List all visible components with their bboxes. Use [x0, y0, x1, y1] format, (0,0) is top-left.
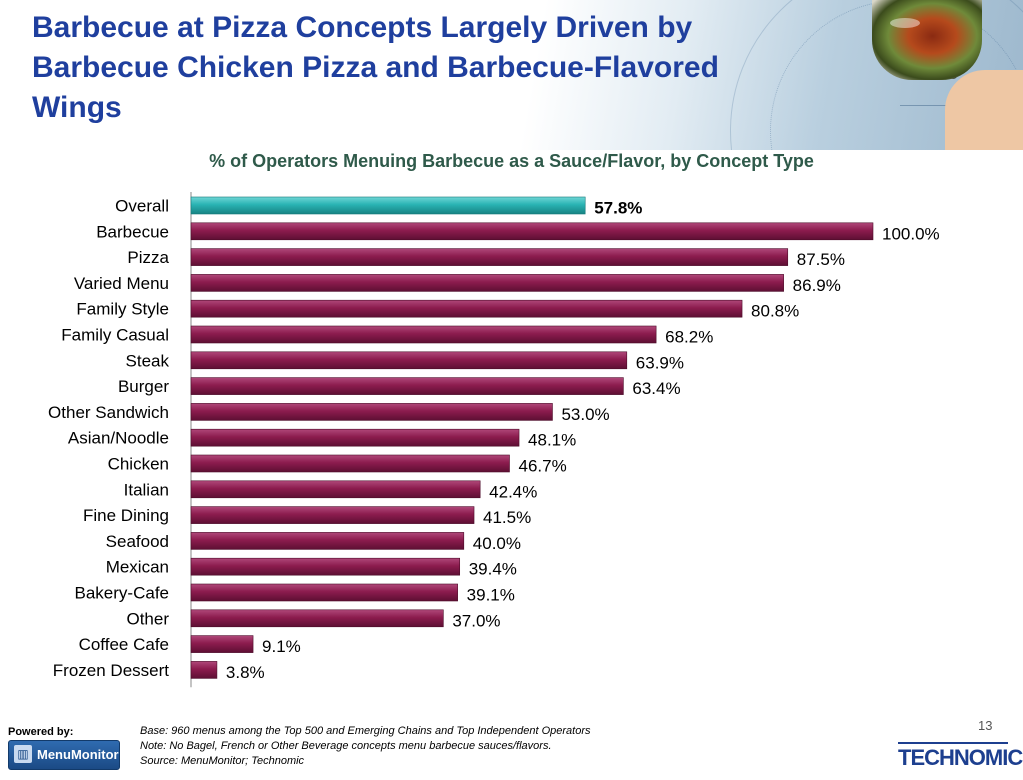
category-label-family-style: Family Style — [76, 300, 169, 319]
category-label-barbecue: Barbecue — [96, 222, 169, 241]
technomic-logo-rule — [898, 742, 1008, 744]
bar-coffee-cafe — [190, 635, 254, 653]
category-label-family-casual: Family Casual — [61, 326, 169, 345]
value-label-pizza: 87.5% — [797, 250, 845, 269]
bar-pizza — [190, 248, 789, 266]
bar-family-casual — [190, 325, 657, 344]
category-label-varied-menu: Varied Menu — [74, 274, 169, 293]
value-label-varied-menu: 86.9% — [793, 276, 841, 295]
menumonitor-icon: ▥ — [14, 745, 32, 763]
bar-italian — [190, 480, 481, 499]
source-note: Source: MenuMonitor; Technomic — [140, 755, 305, 767]
bar-mexican — [190, 557, 461, 576]
category-label-burger: Burger — [118, 377, 169, 396]
value-label-fine-dining: 41.5% — [483, 508, 531, 527]
value-label-frozen-dessert: 3.8% — [226, 663, 265, 682]
category-label-other-sandwich: Other Sandwich — [48, 403, 169, 422]
menumonitor-logo: ▥ MenuMonitor — [8, 740, 120, 770]
bar-barbecue — [190, 222, 874, 241]
value-label-chicken: 46.7% — [518, 457, 566, 476]
value-label-other-sandwich: 53.0% — [561, 405, 609, 424]
category-label-mexican: Mexican — [106, 558, 169, 577]
bar-other — [190, 609, 444, 628]
powered-by-label: Powered by: — [8, 726, 74, 738]
hand-image — [945, 70, 1023, 150]
category-label-other: Other — [126, 609, 169, 628]
technomic-logo: TECHNOMIC — [898, 745, 1023, 770]
category-label-steak: Steak — [126, 351, 170, 370]
value-label-barbecue: 100.0% — [882, 224, 940, 243]
bar-other-sandwich — [190, 403, 553, 421]
value-label-family-casual: 68.2% — [665, 328, 713, 347]
value-label-seafood: 40.0% — [473, 534, 521, 553]
value-label-steak: 63.9% — [636, 353, 684, 372]
category-label-coffee-cafe: Coffee Cafe — [79, 635, 169, 654]
bar-fine-dining — [190, 506, 475, 524]
category-label-italian: Italian — [124, 480, 169, 499]
footnotes: Base: 960 menus among the Top 500 and Em… — [140, 724, 591, 769]
page-number: 13 — [978, 718, 993, 733]
category-label-frozen-dessert: Frozen Dessert — [53, 661, 169, 680]
value-label-bakery-cafe: 39.1% — [467, 586, 515, 605]
bar-burger — [190, 377, 624, 395]
bar-seafood — [190, 532, 465, 550]
value-label-burger: 63.4% — [632, 379, 680, 398]
bar-chicken — [190, 454, 510, 473]
bar-varied-menu — [190, 274, 784, 292]
bar-bakery-cafe — [190, 583, 458, 602]
bar-frozen-dessert — [190, 661, 218, 679]
category-label-overall: Overall — [115, 197, 169, 216]
value-label-italian: 42.4% — [489, 482, 537, 501]
category-label-fine-dining: Fine Dining — [83, 506, 169, 525]
bar-steak — [190, 351, 628, 370]
bar-chart: Overall 57.8% Barbecue 100.0% Pizza 87.5% Vari… — [48, 192, 940, 688]
category-label-chicken: Chicken — [108, 455, 169, 474]
category-label-asian-noodle: Asian/Noodle — [68, 429, 169, 448]
base-note: Base: 960 menus among the Top 500 and Em… — [140, 725, 591, 737]
bar-family-style — [190, 299, 743, 318]
category-label-pizza: Pizza — [127, 248, 169, 267]
value-label-other: 37.0% — [452, 611, 500, 630]
note: Note: No Bagel, French or Other Beverage… — [140, 740, 552, 752]
bar-overall — [190, 196, 586, 215]
value-label-asian-noodle: 48.1% — [528, 431, 576, 450]
value-label-family-style: 80.8% — [751, 302, 799, 321]
menumonitor-logo-text: MenuMonitor — [37, 747, 119, 762]
chart-title: % of Operators Menuing Barbecue as a Sau… — [209, 151, 814, 171]
category-label-bakery-cafe: Bakery-Cafe — [75, 584, 169, 603]
value-label-overall: 57.8% — [594, 199, 642, 218]
value-label-mexican: 39.4% — [469, 560, 517, 579]
value-label-coffee-cafe: 9.1% — [262, 637, 301, 656]
slide-title: Barbecue at Pizza Concepts Largely Drive… — [32, 11, 719, 124]
bar-asian-noodle — [190, 428, 520, 447]
header-banner — [0, 0, 1023, 150]
barbecue-ribs-photo — [872, 0, 982, 80]
category-label-seafood: Seafood — [106, 532, 169, 551]
